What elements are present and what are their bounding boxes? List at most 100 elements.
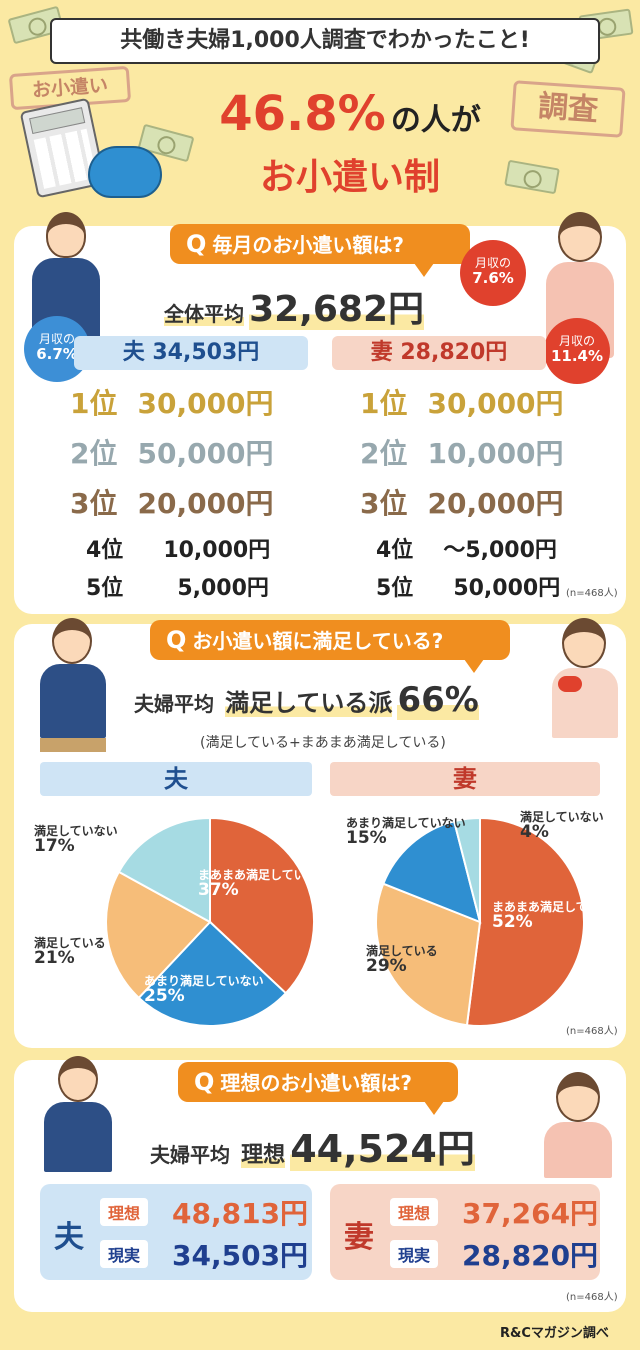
wife-tab-label: 妻 bbox=[453, 765, 477, 793]
section-monthly-allowance: Q 毎月のお小遣い額は? 全体平均 32,682円 月収の 6.7% 月収の 7.6%… bbox=[14, 212, 626, 614]
overall-average: 全体平均 32,682円 bbox=[164, 280, 425, 332]
q-icon: Q bbox=[166, 626, 187, 654]
ideal-summary: 夫婦平均 理想 44,524円 bbox=[150, 1118, 475, 1173]
actual-value: 34,503円 bbox=[172, 1239, 309, 1272]
satisfaction-pie-charts bbox=[105, 816, 585, 1027]
badge-title: 月収の bbox=[558, 334, 595, 348]
husband-ideal-box: 夫 理想 48,813円 現実 34,503円 bbox=[40, 1184, 312, 1280]
source-credit: R&Cマガジン調べ bbox=[500, 1326, 609, 1341]
rank-amount: 5,000円 bbox=[177, 576, 269, 601]
overall-label: 全体平均 bbox=[164, 302, 244, 326]
wife-illustration bbox=[544, 618, 624, 758]
pie-label: 満足している 21% bbox=[34, 936, 106, 968]
rank-label: 1位 bbox=[70, 387, 118, 420]
pie-label: 満足していない 4% bbox=[520, 810, 604, 842]
husband-rank-5: 5位 5,000円 bbox=[86, 570, 269, 602]
husband-label: 夫 bbox=[54, 1220, 84, 1255]
wife-label: 妻 bbox=[344, 1220, 374, 1255]
rank-label: 2位 bbox=[360, 437, 408, 470]
husband-tab: 夫 bbox=[40, 762, 312, 796]
pie-slice bbox=[375, 882, 482, 1027]
rank-amount: 10,000円 bbox=[427, 437, 564, 470]
actual-tag: 現実 bbox=[100, 1240, 149, 1268]
husband-illustration bbox=[38, 1056, 118, 1176]
rank-amount: 〜5,000円 bbox=[443, 538, 557, 563]
pie-slice bbox=[105, 870, 212, 1000]
summary-note: (満足している+まあまあ満足している) bbox=[200, 735, 446, 751]
satisfaction-summary: 夫婦平均 満足している派 66% bbox=[134, 680, 479, 720]
rank-amount: 50,000円 bbox=[453, 576, 561, 601]
ideal-value: 48,813円 bbox=[172, 1197, 309, 1230]
pie-label: あまり満足していない 25% bbox=[144, 974, 264, 1006]
ideal-value: 37,264円 bbox=[462, 1197, 599, 1230]
headline-text2: お小遣い制 bbox=[259, 157, 440, 198]
ideal-tag: 理想 bbox=[100, 1198, 149, 1226]
pie-slice bbox=[209, 816, 315, 995]
rank-amount: 50,000円 bbox=[137, 437, 274, 470]
rank-label: 1位 bbox=[360, 387, 408, 420]
rank-label: 5位 bbox=[376, 576, 414, 601]
wife-rank-1: 1位 30,000円 bbox=[360, 382, 564, 422]
question-pill: Q お小遣い額に満足している? bbox=[150, 620, 510, 660]
pill-tail bbox=[414, 263, 434, 277]
actual-tag: 現実 bbox=[390, 1240, 439, 1268]
pie-slice bbox=[382, 820, 482, 924]
q-icon: Q bbox=[194, 1068, 215, 1096]
badge-title: 月収の bbox=[474, 256, 511, 270]
q-icon: Q bbox=[186, 230, 207, 258]
rank-amount: 30,000円 bbox=[427, 387, 564, 420]
survey-title: 共働き夫婦1,000人調査でわかったこと! bbox=[120, 28, 530, 53]
wife-rank-4: 4位 〜5,000円 bbox=[376, 532, 557, 564]
rank-label: 4位 bbox=[376, 538, 414, 563]
overall-value: 32,682円 bbox=[249, 289, 425, 330]
question-text: 理想のお小遣い額は? bbox=[220, 1071, 413, 1095]
wife-rank-5: 5位 50,000円 bbox=[376, 570, 560, 602]
rank-amount: 30,000円 bbox=[137, 387, 274, 420]
stamp-right-text: 調査 bbox=[536, 88, 600, 129]
husband-rank-4: 4位 10,000円 bbox=[86, 532, 270, 564]
summary-label: 夫婦平均 bbox=[150, 1143, 230, 1167]
headline-line2: お小遣い制 bbox=[180, 148, 520, 200]
wife-ideal-box: 妻 理想 37,264円 現実 28,820円 bbox=[330, 1184, 600, 1280]
pie-slice bbox=[465, 816, 585, 1027]
stamp-left-text: お小遣い bbox=[31, 74, 109, 102]
question-text: 毎月のお小遣い額は? bbox=[212, 233, 405, 257]
pie-label: まあまあ満足している 37% bbox=[198, 868, 318, 900]
pie-label: 満足している 29% bbox=[366, 944, 438, 976]
wife-rank-2: 2位 10,000円 bbox=[360, 432, 564, 472]
summary-value: 44,524円 bbox=[290, 1127, 475, 1171]
purse-icon bbox=[88, 146, 162, 198]
pie-label: 満足していない 17% bbox=[34, 824, 118, 856]
husband-average-label: 夫 34,503円 bbox=[122, 340, 260, 365]
husband-illustration bbox=[32, 618, 112, 752]
husband-rank-2: 2位 50,000円 bbox=[70, 432, 274, 472]
actual-value: 28,820円 bbox=[462, 1239, 599, 1272]
rank-amount: 20,000円 bbox=[427, 487, 564, 520]
section-satisfaction: Q お小遣い額に満足している? 夫婦平均 満足している派 66% (満足している+… bbox=[14, 618, 626, 1048]
wife-illustration bbox=[538, 1072, 618, 1182]
headline-line1: 46.8% の人が bbox=[180, 86, 520, 142]
summary-text: 理想 bbox=[241, 1143, 286, 1168]
wife-income-badge: 月収の 11.4% bbox=[544, 318, 610, 384]
husband-rank-1: 1位 30,000円 bbox=[70, 382, 274, 422]
pie-slice bbox=[117, 816, 211, 924]
headline-number: 46.8% bbox=[219, 86, 386, 142]
pill-tail bbox=[464, 659, 484, 673]
survey-title-box: 共働き夫婦1,000人調査でわかったこと! bbox=[50, 18, 600, 64]
pie-slice bbox=[452, 816, 481, 923]
question-pill: Q 理想のお小遣い額は? bbox=[178, 1062, 458, 1102]
pie-slice bbox=[137, 920, 288, 1027]
husband-rank-3: 3位 20,000円 bbox=[70, 482, 274, 522]
wife-rank-3: 3位 20,000円 bbox=[360, 482, 564, 522]
question-pill: Q 毎月のお小遣い額は? bbox=[170, 224, 470, 264]
wife-tab: 妻 bbox=[330, 762, 600, 796]
wife-average-bar: 妻 28,820円 bbox=[332, 336, 546, 370]
badge-title: 月収の bbox=[38, 332, 75, 346]
badge-value: 7.6% bbox=[472, 269, 514, 287]
wife-average-label: 妻 28,820円 bbox=[370, 340, 508, 365]
husband-average-bar: 夫 34,503円 bbox=[74, 336, 308, 370]
summary-value: 66% bbox=[397, 680, 479, 720]
pie-label: まあまあ満足している 52% bbox=[492, 900, 612, 932]
badge-value: 11.4% bbox=[550, 347, 604, 365]
stamp-right: 調査 bbox=[510, 80, 626, 138]
